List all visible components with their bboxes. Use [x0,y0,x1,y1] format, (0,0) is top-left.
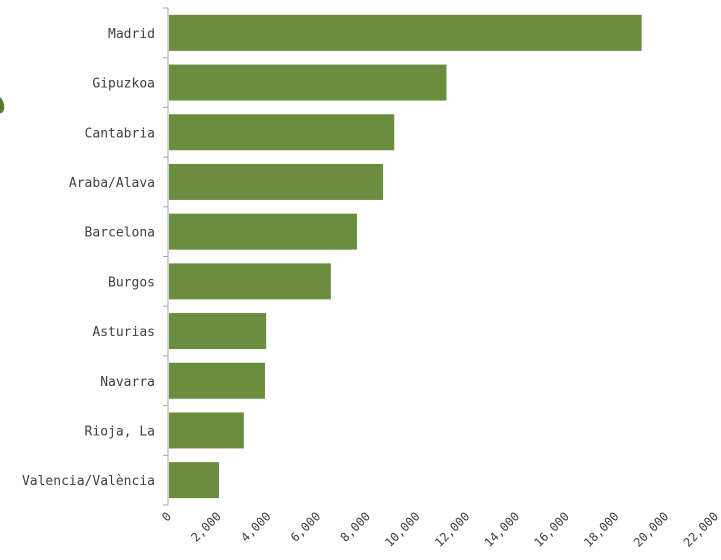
category-label-6: Asturias [92,325,155,340]
bar-5 [169,263,331,300]
category-label-4: Barcelona [85,226,155,241]
x-tick-label-5: 10,000 [382,509,423,550]
x-tick-label-9: 18,000 [581,509,622,550]
x-tick-label-2: 4,000 [238,509,273,544]
category-label-1: Gipuzkoa [92,77,155,92]
category-label-9: Valencia/València [22,474,155,489]
x-tick-label-1: 2,000 [188,509,223,544]
x-tick-label-11: 22,000 [681,509,721,550]
bar-2 [169,114,395,151]
x-tick-label-4: 8,000 [338,509,373,544]
bar-8 [169,412,244,449]
category-label-8: Rioja, La [85,424,155,439]
bar-9 [169,462,219,499]
bar-0 [169,14,642,51]
y-axis-ticks [163,7,168,506]
x-tick-label-0: 0 [159,509,174,524]
bar-7 [169,362,265,399]
x-tick-label-6: 12,000 [432,509,473,550]
decorative-leaf-mark [0,97,5,114]
category-label-7: Navarra [100,375,155,390]
bar-4 [169,213,357,250]
category-label-3: Araba/Alava [69,176,155,191]
category-label-5: Burgos [108,275,155,290]
bars-group [169,14,642,499]
x-axis-tick-labels: 0 2,000 4,000 6,000 8,000 10,000 12,000 14,000 1… [159,509,721,550]
x-tick-label-3: 6,000 [288,509,323,544]
category-label-2: Cantabria [85,126,155,141]
x-tick-label-10: 20,000 [631,509,672,550]
category-labels: Madrid Gipuzkoa Cantabria Araba/Alava Barcel… [22,27,155,489]
bar-6 [169,313,267,350]
x-tick-label-8: 16,000 [531,509,572,550]
bar-1 [169,64,447,101]
bar-3 [169,163,384,200]
category-label-0: Madrid [108,27,155,42]
x-tick-label-7: 14,000 [482,509,523,550]
